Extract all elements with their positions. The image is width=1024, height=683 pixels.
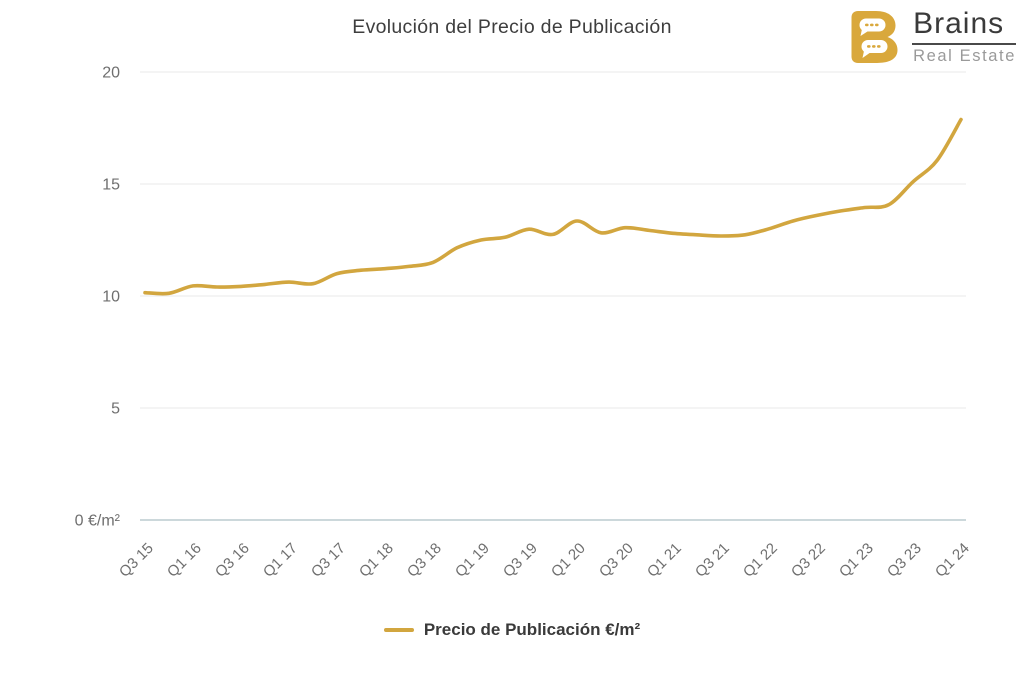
brand-mark-icon	[851, 10, 898, 63]
speech-bubble-top-icon	[859, 18, 886, 36]
x-axis-tick-label: Q1 22	[740, 540, 781, 581]
y-axis-tick-label: 0 €/m²	[75, 513, 121, 530]
price-series-line	[143, 117, 963, 296]
x-axis-tick-label: Q1 23	[836, 540, 877, 581]
x-axis-tick-label: Q3 15	[116, 540, 157, 581]
x-axis-tick-label: Q3 23	[884, 540, 925, 581]
y-axis-tick-label: 10	[102, 289, 120, 306]
y-axis-tick-label: 15	[102, 177, 120, 194]
x-axis-tick-label: Q3 22	[788, 540, 829, 581]
brand-logo: Brains Real Estate	[848, 8, 1016, 66]
x-axis-tick-label: Q3 20	[596, 540, 637, 581]
x-axis-tick-label: Q3 17	[308, 540, 349, 581]
legend-line-swatch	[383, 628, 414, 632]
y-axis-tick-label: 20	[102, 65, 120, 82]
brand-tagline: Real Estate	[913, 46, 1016, 65]
brand-wordmark: Brains Real Estate	[912, 8, 1016, 66]
speech-bubble-bottom-icon	[861, 39, 888, 58]
x-axis-tick-label: Q1 20	[548, 540, 589, 581]
x-axis-tick-label: Q1 18	[356, 540, 397, 581]
y-axis-tick-label: 5	[111, 401, 120, 418]
brand-name: Brains	[912, 8, 1016, 45]
x-axis-tick-label: Q3 19	[500, 540, 541, 581]
chart-legend-item[interactable]: Precio de Publicación €/m²	[0, 620, 1024, 640]
x-axis-tick-label: Q1 19	[452, 540, 493, 581]
x-axis-tick-label: Q1 17	[260, 540, 301, 581]
x-axis-tick-label: Q1 24	[932, 540, 973, 581]
x-axis-tick-label: Q1 21	[644, 540, 685, 581]
chart-title: Evolución del Precio de Publicación	[352, 16, 672, 38]
legend-label: Precio de Publicación €/m²	[423, 620, 641, 639]
x-axis-tick-label: Q3 18	[404, 540, 445, 581]
x-axis-tick-label: Q3 21	[692, 540, 733, 581]
x-axis-tick-label: Q1 16	[164, 540, 205, 581]
x-axis-tick-label: Q3 16	[212, 540, 253, 581]
